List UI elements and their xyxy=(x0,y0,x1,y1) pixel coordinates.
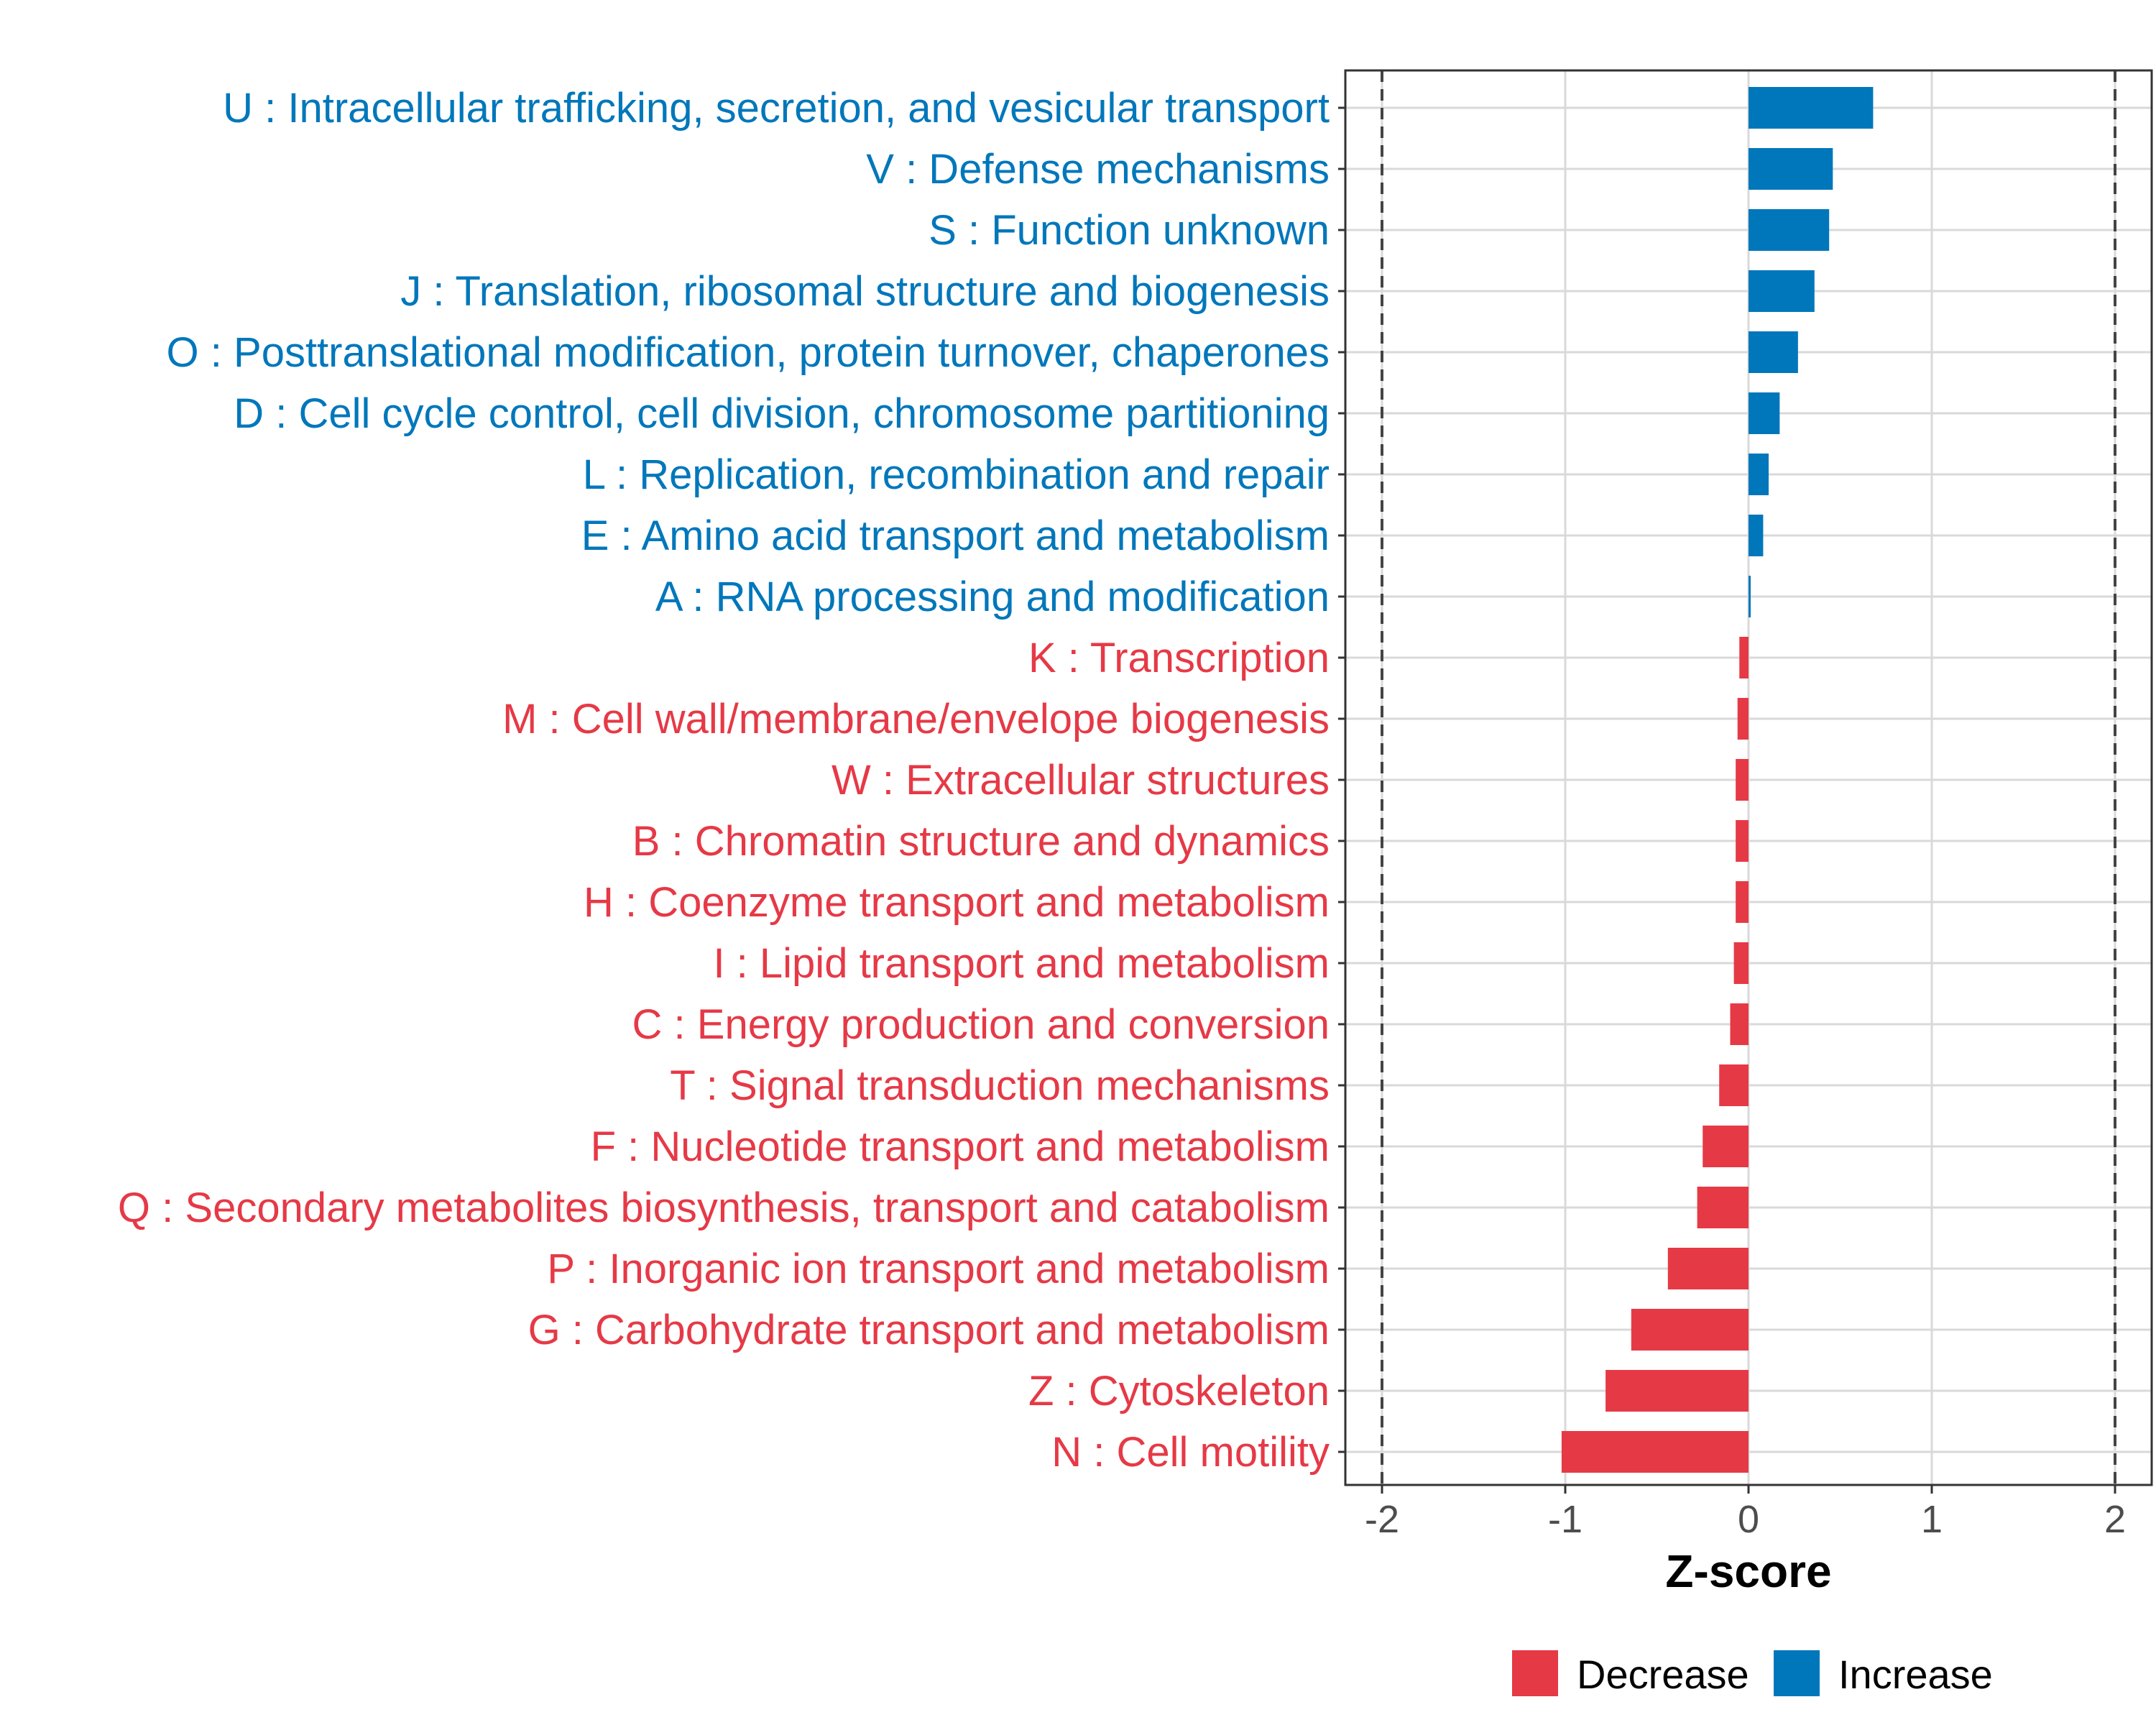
x-tick-label-0: -2 xyxy=(1365,1498,1399,1541)
category-label-16: T : Signal transduction mechanisms xyxy=(670,1062,1330,1109)
category-label-20: G : Carbohydrate transport and metabolis… xyxy=(528,1307,1330,1353)
legend-label-decrease: Decrease xyxy=(1577,1652,1749,1697)
bar-1 xyxy=(1749,148,1833,190)
bar-10 xyxy=(1737,698,1749,740)
x-axis-title: Z-score xyxy=(1665,1545,1831,1597)
category-label-13: H : Coenzyme transport and metabolism xyxy=(584,879,1330,926)
category-label-14: I : Lipid transport and metabolism xyxy=(713,940,1330,987)
bar-11 xyxy=(1736,759,1749,801)
y-axis-ticks xyxy=(1338,106,1345,1453)
category-label-5: D : Cell cycle control, cell division, c… xyxy=(234,390,1330,437)
legend-swatch-increase xyxy=(1774,1650,1820,1696)
bar-4 xyxy=(1749,331,1798,373)
bars xyxy=(1561,87,1874,1473)
legend-swatch-decrease xyxy=(1512,1650,1558,1696)
reference-lines xyxy=(1381,70,2116,1485)
category-label-7: E : Amino acid transport and metabolism xyxy=(581,512,1330,559)
category-label-9: K : Transcription xyxy=(1028,635,1330,681)
category-label-1: V : Defense mechanisms xyxy=(866,146,1330,193)
bar-7 xyxy=(1749,515,1764,556)
category-label-12: B : Chromatin structure and dynamics xyxy=(632,818,1330,865)
category-label-21: Z : Cytoskeleton xyxy=(1028,1368,1330,1414)
bar-19 xyxy=(1667,1248,1749,1289)
bar-8 xyxy=(1749,576,1751,617)
bar-22 xyxy=(1561,1431,1749,1473)
category-label-4: O : Posttranslational modification, prot… xyxy=(167,329,1330,376)
category-label-22: N : Cell motility xyxy=(1051,1429,1330,1476)
x-tick-label-4: 2 xyxy=(2104,1498,2126,1541)
bar-6 xyxy=(1749,454,1769,495)
category-label-6: L : Replication, recombination and repai… xyxy=(583,451,1330,498)
x-axis-ticks: -2 -1 0 1 2 xyxy=(1365,1485,2126,1541)
category-label-0: U : Intracellular trafficking, secretion… xyxy=(223,85,1330,132)
category-label-18: Q : Secondary metabolites biosynthesis, … xyxy=(118,1184,1330,1231)
bar-3 xyxy=(1749,270,1815,312)
legend: Decrease Increase xyxy=(1512,1650,1993,1697)
bar-17 xyxy=(1703,1126,1749,1167)
x-tick-label-3: 1 xyxy=(1921,1498,1943,1541)
bar-2 xyxy=(1749,209,1830,251)
bar-18 xyxy=(1697,1187,1749,1228)
legend-label-increase: Increase xyxy=(1838,1652,1993,1697)
category-label-2: S : Function unknown xyxy=(929,207,1330,254)
x-tick-label-1: -1 xyxy=(1548,1498,1583,1541)
category-label-19: P : Inorganic ion transport and metaboli… xyxy=(547,1246,1330,1292)
bar-20 xyxy=(1631,1309,1749,1351)
bar-21 xyxy=(1606,1370,1749,1412)
category-label-15: C : Energy production and conversion xyxy=(632,1001,1330,1048)
category-labels: U : Intracellular trafficking, secretion… xyxy=(118,85,1330,1476)
bar-15 xyxy=(1730,1003,1749,1045)
bar-13 xyxy=(1736,881,1749,923)
bar-16 xyxy=(1719,1064,1749,1106)
bar-5 xyxy=(1749,392,1780,434)
bar-0 xyxy=(1749,87,1874,129)
x-tick-label-2: 0 xyxy=(1738,1498,1759,1541)
category-label-17: F : Nucleotide transport and metabolism xyxy=(591,1123,1330,1170)
category-label-11: W : Extracellular structures xyxy=(831,757,1330,804)
bar-14 xyxy=(1733,942,1749,984)
bar-9 xyxy=(1739,637,1749,678)
category-label-3: J : Translation, ribosomal structure and… xyxy=(400,268,1330,315)
category-label-8: A : RNA processing and modification xyxy=(655,574,1330,620)
category-label-10: M : Cell wall/membrane/envelope biogenes… xyxy=(502,696,1330,742)
bar-12 xyxy=(1736,820,1749,862)
